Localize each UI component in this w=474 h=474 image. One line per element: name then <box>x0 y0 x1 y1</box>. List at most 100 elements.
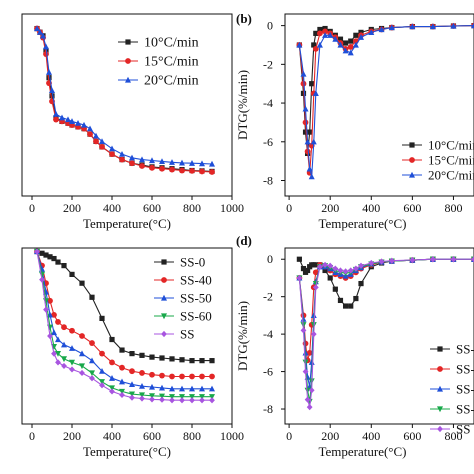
data-point <box>159 396 165 403</box>
data-point <box>159 165 165 172</box>
data-point <box>93 138 99 145</box>
data-point <box>55 359 61 366</box>
data-point <box>409 256 416 264</box>
data-point <box>337 297 344 304</box>
data-point <box>209 160 215 167</box>
data-point <box>149 393 155 400</box>
plot-area <box>34 25 215 175</box>
data-point <box>307 129 313 135</box>
y-tick-label: -2 <box>263 290 273 304</box>
x-tick-label: 800 <box>183 429 201 443</box>
data-point <box>119 388 125 395</box>
data-point <box>159 158 165 165</box>
legend: SS-0 SS-40 SS-50 SS-60 SS <box>154 255 212 342</box>
data-point <box>149 354 155 360</box>
data-point <box>93 132 99 139</box>
data-point <box>296 256 302 262</box>
data-point <box>309 81 315 87</box>
data-point <box>89 294 95 300</box>
data-point <box>304 267 311 274</box>
x-tick-label: 400 <box>103 429 121 443</box>
x-tick-label: 0 <box>286 201 292 215</box>
data-point <box>304 396 311 403</box>
y-tick-label: -4 <box>263 96 273 110</box>
x-tick-label: 800 <box>183 201 201 215</box>
x-tick-label: 800 <box>444 429 462 443</box>
data-point <box>149 396 155 403</box>
data-point <box>99 350 105 357</box>
data-point <box>119 378 125 385</box>
data-point <box>55 351 61 357</box>
x-tick-label: 800 <box>444 201 462 215</box>
x-tick-label: 400 <box>362 429 380 443</box>
legend-marker <box>161 330 167 338</box>
data-point <box>99 379 105 385</box>
data-point <box>69 327 75 334</box>
data-point <box>199 358 205 364</box>
legend-marker <box>409 157 415 163</box>
data-point <box>75 120 81 126</box>
data-point <box>43 252 49 258</box>
data-point <box>61 263 67 269</box>
data-point <box>409 23 416 30</box>
data-point <box>316 41 323 48</box>
data-point <box>109 336 115 343</box>
data-point <box>327 262 334 269</box>
data-point <box>55 259 61 265</box>
plot-frame <box>21 13 233 197</box>
data-point <box>199 397 205 404</box>
legend-marker <box>125 58 131 64</box>
data-point <box>209 169 215 175</box>
data-point <box>332 286 338 292</box>
data-point <box>306 349 313 356</box>
data-point <box>159 393 165 400</box>
data-point <box>304 138 311 145</box>
data-point <box>47 254 53 260</box>
data-point <box>388 24 395 31</box>
data-point <box>69 366 75 373</box>
x-tick-label: 0 <box>29 201 35 215</box>
data-point <box>129 160 135 167</box>
y-tick-label: 0 <box>267 252 273 266</box>
data-point <box>89 375 95 382</box>
data-point <box>139 382 145 389</box>
data-point <box>51 329 57 336</box>
data-point <box>342 47 349 54</box>
data-point <box>322 261 328 268</box>
data-point <box>313 30 319 36</box>
data-point <box>43 306 49 313</box>
plot-frame <box>21 247 233 425</box>
data-point <box>79 350 85 357</box>
data-point <box>308 387 315 394</box>
legend-label: SS-60 <box>180 309 212 324</box>
x-axis-label: Temperature(°C) <box>318 216 406 231</box>
data-point <box>358 29 364 35</box>
series-5 <box>296 256 474 411</box>
chart-panel-4: 0 200 400 600 800 0 -2 -4 -6 -8 Temperature(°C) DTG… <box>235 233 474 459</box>
data-point <box>348 38 354 44</box>
data-point <box>89 370 95 377</box>
x-tick-label: 200 <box>63 429 81 443</box>
data-point <box>139 163 145 169</box>
legend-label: SS-40 <box>180 273 212 288</box>
legend-label: 10°C/min <box>428 138 474 153</box>
plot-frame <box>284 13 474 197</box>
data-point <box>306 404 313 411</box>
data-point <box>139 156 145 163</box>
data-point <box>69 118 75 124</box>
legend-label: SS <box>456 422 470 437</box>
series-3 <box>34 248 215 392</box>
data-point <box>209 394 215 400</box>
data-point <box>61 324 67 331</box>
data-point <box>169 356 175 362</box>
legend-label: 10°C/min <box>144 36 199 51</box>
data-point <box>129 381 135 387</box>
data-point <box>169 385 175 392</box>
series-3 <box>34 25 215 167</box>
legend-label: SS-60 <box>456 402 474 417</box>
data-point <box>49 93 55 99</box>
legend-marker <box>161 277 167 283</box>
data-point <box>61 362 67 370</box>
plot-area <box>296 22 474 180</box>
data-point <box>34 248 40 255</box>
